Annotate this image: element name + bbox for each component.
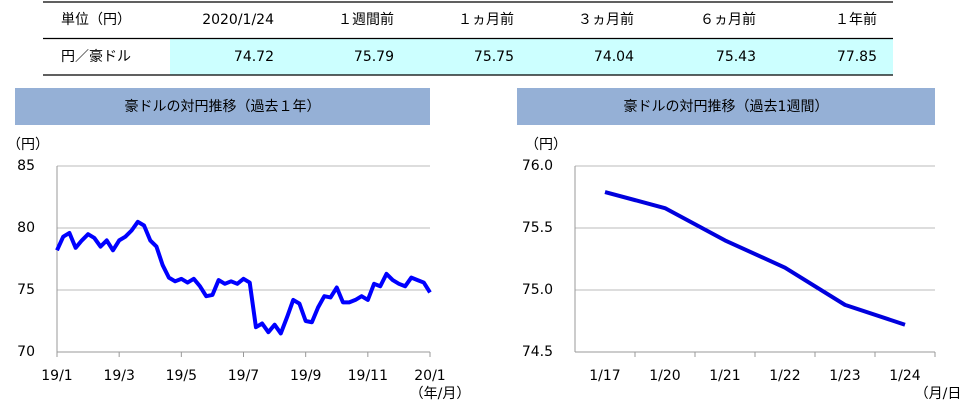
table-header: ３ヵ月前 [578, 11, 634, 28]
x-tick-label: 19/7 [228, 368, 259, 384]
x-tick-label: 1/23 [829, 368, 860, 384]
table-cell: 77.85 [837, 49, 877, 65]
y-axis-unit: （円） [525, 137, 567, 153]
table-header: １週間前 [338, 11, 394, 28]
table-cell-bg [170, 39, 893, 75]
x-tick-label: 19/9 [290, 368, 321, 384]
table-header: 2020/1/24 [202, 12, 274, 28]
x-tick-label: 1/22 [769, 368, 800, 384]
table-header: ６ヵ月前 [700, 11, 756, 28]
chart-title: 豪ドルの対円推移（過去1週間） [624, 99, 829, 115]
table-header: １年前 [835, 11, 877, 28]
y-tick-label: 74.5 [522, 344, 553, 360]
y-tick-label: 75.0 [522, 282, 553, 298]
table-cell: 円／豪ドル [61, 49, 131, 65]
line [55, 219, 432, 336]
line [604, 190, 906, 327]
table-cell: 75.79 [354, 49, 394, 65]
chart-title: 豪ドルの対円推移（過去１年） [125, 99, 321, 115]
x-tick-label: 19/1 [41, 368, 72, 384]
y-tick-label: 70 [17, 344, 35, 360]
y-tick-label: 80 [17, 220, 35, 236]
y-tick-label: 75 [17, 282, 35, 298]
x-tick-label: 1/21 [709, 368, 740, 384]
table-cell: 75.75 [474, 49, 514, 65]
x-tick-label: 20/1 [414, 368, 445, 384]
x-tick-label: 1/20 [649, 368, 680, 384]
y-axis-unit: （円） [7, 137, 49, 153]
x-tick-label: 19/11 [348, 368, 388, 384]
x-axis-unit: （年/月） [410, 386, 471, 402]
y-tick-label: 85 [17, 158, 35, 174]
x-tick-label: 19/5 [166, 368, 197, 384]
chart-title-bg [15, 88, 430, 125]
table-header: 単位（円） [61, 12, 131, 28]
x-axis-unit: （月/日） [915, 386, 962, 402]
table-header: １ヵ月前 [458, 11, 514, 28]
y-tick-label: 76.0 [522, 158, 553, 174]
x-tick-label: 1/17 [589, 368, 620, 384]
table-cell: 75.43 [716, 49, 756, 65]
chart-title-bg [517, 88, 935, 125]
y-tick-label: 75.5 [522, 220, 553, 236]
table-cell: 74.72 [234, 49, 274, 65]
table-cell: 74.04 [594, 49, 634, 65]
x-tick-label: 19/3 [103, 368, 134, 384]
x-tick-label: 1/24 [889, 368, 921, 384]
